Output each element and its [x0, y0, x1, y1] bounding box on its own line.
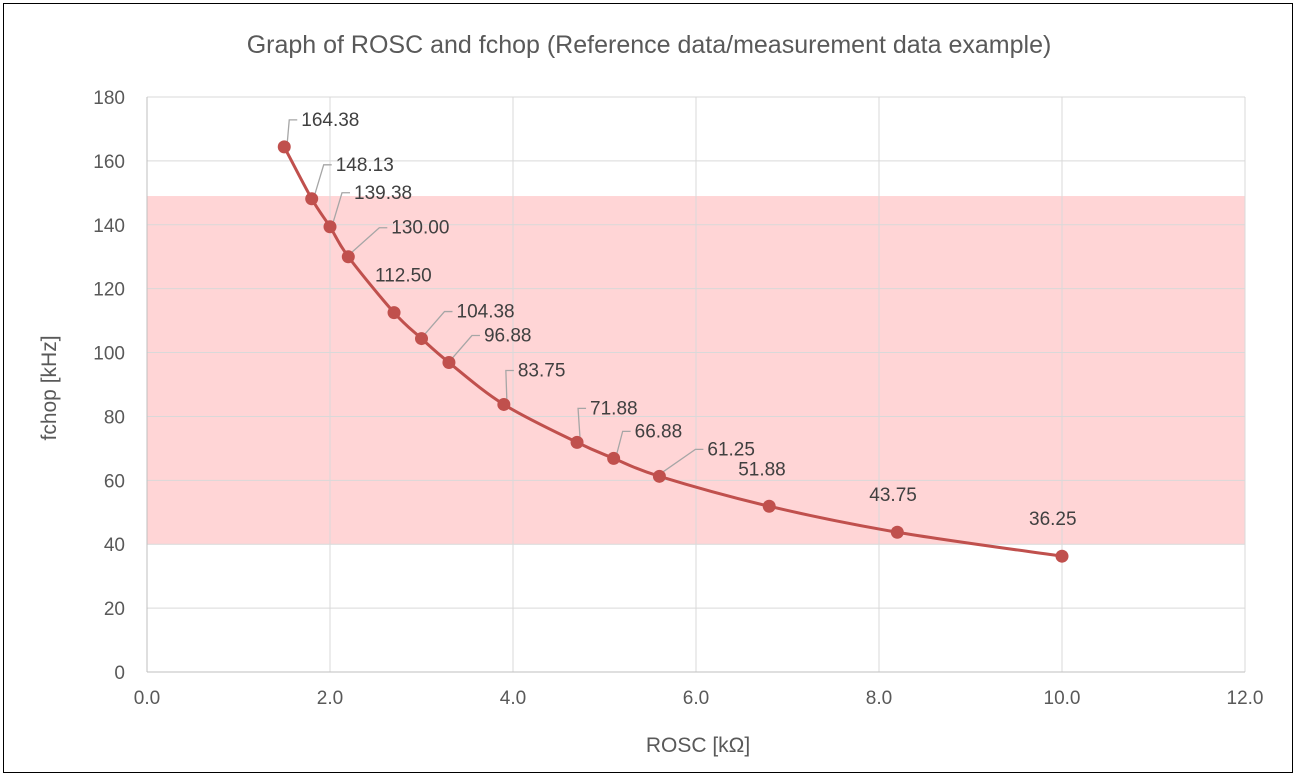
data-point: [570, 435, 584, 449]
x-tick-label: 12.0: [1227, 688, 1264, 709]
data-point: [890, 525, 904, 539]
y-tick-label: 140: [93, 216, 125, 237]
grid-layer: [147, 96, 1246, 672]
x-tick-label: 2.0: [317, 688, 343, 709]
data-label-layer: 164.38 148.13 139.38 130.00 112.50 104.38 96.8…: [301, 110, 1076, 530]
data-point: [341, 250, 355, 264]
data-point: [415, 332, 428, 346]
data-label: 148.13: [336, 155, 394, 176]
label-leader-line: [286, 119, 298, 143]
data-label: 66.88: [635, 421, 683, 442]
data-point: [442, 356, 456, 370]
data-label: 130.00: [391, 218, 449, 239]
data-label: 96.88: [484, 326, 532, 347]
y-tick-label: 40: [104, 535, 125, 556]
axis-layer: 0 20 40 60 80 100 120 140 160 180 0.0 2.0 4.0 6.0 8.0 1…: [93, 88, 1263, 709]
data-label: 104.38: [457, 302, 515, 323]
data-label: 36.25: [1029, 509, 1077, 530]
data-label: 71.88: [590, 398, 638, 419]
chart-frame: 0 20 40 60 80 100 120 140 160 180 0.0 2.0 4.0 6.0 8.0 1…: [3, 3, 1293, 773]
y-tick-label: 180: [93, 88, 125, 109]
label-leader-line: [662, 448, 704, 473]
leader-line-layer: [286, 119, 704, 473]
data-point: [1055, 549, 1069, 563]
label-leader-line: [350, 227, 388, 254]
label-leader-line: [314, 164, 332, 195]
y-tick-label: 100: [93, 344, 125, 365]
data-label: 139.38: [354, 183, 412, 204]
chart-svg: 0 20 40 60 80 100 120 140 160 180 0.0 2.0 4.0 6.0 8.0 1…: [38, 31, 1263, 757]
y-tick-label: 120: [93, 280, 125, 301]
label-leader-line: [505, 369, 514, 401]
data-label: 43.75: [869, 485, 917, 506]
label-leader-line: [332, 192, 350, 223]
data-point: [762, 499, 776, 513]
label-leader-line: [577, 407, 587, 439]
data-point-layer: [277, 140, 1069, 563]
data-point: [305, 192, 319, 206]
label-leader-line: [451, 334, 480, 359]
y-tick-label: 60: [104, 471, 125, 492]
y-tick-label: 20: [104, 599, 125, 620]
data-label: 61.25: [707, 439, 755, 460]
data-label: 51.88: [738, 459, 786, 480]
x-tick-label: 6.0: [683, 688, 709, 709]
data-point: [607, 451, 621, 465]
data-point: [277, 140, 291, 154]
data-label: 83.75: [518, 360, 566, 381]
y-tick-label: 160: [93, 152, 125, 173]
chart-title: Graph of ROSC and fchop (Reference data/…: [247, 31, 1052, 59]
data-point: [497, 397, 511, 411]
data-label: 164.38: [301, 110, 359, 131]
x-axis-label: ROSC [kΩ]: [646, 734, 750, 757]
x-tick-label: 10.0: [1044, 688, 1081, 709]
x-tick-label: 4.0: [500, 688, 526, 709]
label-leader-line: [616, 430, 631, 455]
data-point: [323, 220, 337, 234]
x-tick-label: 8.0: [866, 688, 892, 709]
y-tick-label: 80: [104, 407, 125, 428]
label-leader-line: [424, 310, 453, 335]
x-tick-label: 0.0: [134, 688, 160, 709]
data-label: 112.50: [375, 266, 432, 287]
data-point: [652, 469, 666, 483]
data-point: [387, 306, 401, 320]
y-axis-label: fchop [kHz]: [38, 335, 61, 440]
y-tick-label: 0: [114, 663, 125, 684]
